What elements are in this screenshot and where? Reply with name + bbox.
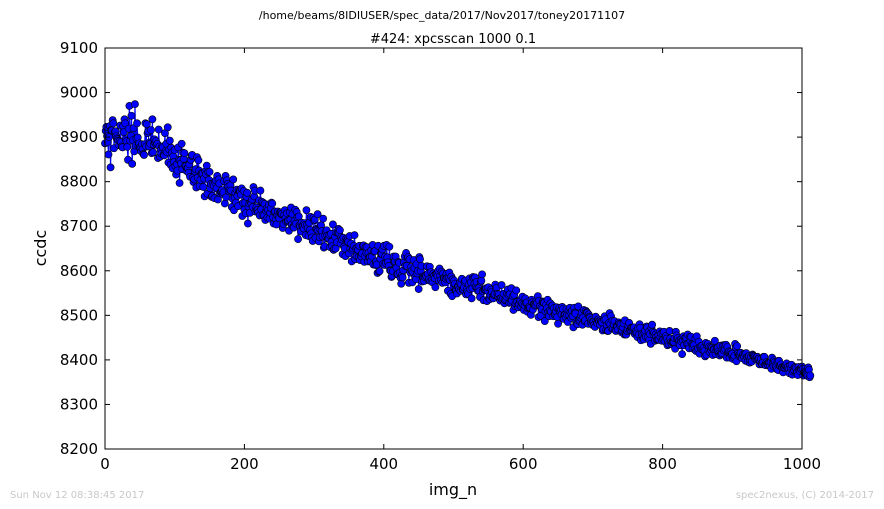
data-point: [678, 350, 687, 358]
data-point: [313, 210, 322, 219]
y-tick-label: 9000: [60, 84, 98, 102]
data-point: [512, 286, 521, 295]
data-point: [350, 231, 359, 240]
y-tick-label: 8400: [60, 351, 98, 369]
series-layer: [101, 100, 815, 382]
y-tick-label: 8600: [60, 262, 98, 280]
data-point: [497, 281, 506, 289]
data-point: [414, 285, 423, 293]
y-tick-label: 8200: [60, 440, 98, 458]
data-point: [177, 139, 186, 148]
data-point: [163, 123, 172, 132]
file-path-title: /home/beams/8IDIUSER/spec_data/2017/Nov2…: [259, 9, 625, 22]
data-point: [375, 267, 384, 276]
x-axis-label: img_n: [429, 480, 477, 500]
data-point: [154, 125, 163, 134]
data-point: [540, 317, 549, 326]
y-tick-label: 9100: [60, 39, 98, 57]
data-point: [106, 163, 115, 172]
data-point: [140, 151, 148, 159]
data-point: [121, 119, 130, 128]
chart-title: #424: xpcsscan 1000 0.1: [370, 32, 536, 47]
y-axis: 8200 8300 8400 8500 8600 8700 8800 8900 9000 9100: [60, 39, 802, 458]
data-point: [131, 100, 139, 109]
data-point: [147, 126, 155, 134]
data-point: [104, 150, 113, 159]
data-point: [733, 342, 742, 350]
series-line: [104, 104, 811, 379]
y-tick-label: 8500: [60, 306, 98, 324]
x-tick-label: 800: [648, 455, 677, 473]
data-point: [243, 188, 252, 197]
data-point: [431, 283, 440, 292]
y-tick-label: 8800: [60, 173, 98, 191]
data-point: [149, 148, 157, 157]
data-point: [109, 119, 118, 128]
data-point: [467, 294, 476, 303]
data-point: [806, 371, 815, 380]
data-point: [180, 149, 189, 158]
data-point: [199, 183, 208, 191]
footer-timestamp: Sun Nov 12 08:38:45 2017: [10, 490, 144, 501]
x-tick-label: 0: [100, 455, 110, 473]
data-point: [165, 136, 174, 145]
data-point: [710, 336, 719, 345]
x-tick-label: 1000: [783, 455, 821, 473]
data-point: [205, 167, 214, 176]
plot-frame: [104, 47, 803, 450]
data-point: [268, 199, 277, 208]
y-axis-label: ccdc: [31, 230, 50, 267]
y-tick-label: 8700: [60, 217, 98, 235]
data-point: [329, 220, 337, 229]
data-point: [243, 219, 252, 228]
data-point: [127, 111, 136, 120]
x-tick-label: 600: [509, 455, 538, 473]
data-point: [294, 235, 302, 244]
data-point: [194, 156, 203, 165]
data-point: [256, 186, 265, 195]
data-point: [319, 214, 328, 223]
x-axis: 0 200 400 600 800 1000: [100, 48, 821, 473]
data-point: [175, 179, 184, 187]
footer-credit: spec2nexus, (C) 2014-2017: [736, 490, 874, 501]
data-point: [302, 206, 311, 215]
data-point: [478, 270, 486, 279]
data-point: [385, 242, 394, 251]
data-point: [335, 226, 344, 235]
data-point: [133, 119, 141, 128]
data-point: [554, 319, 562, 328]
data-point: [648, 320, 657, 329]
data-point: [398, 273, 407, 282]
data-point: [148, 115, 157, 124]
data-point: [128, 159, 137, 168]
data-point: [574, 302, 583, 311]
x-tick-label: 400: [369, 455, 398, 473]
x-tick-label: 200: [230, 455, 259, 473]
y-tick-label: 8300: [60, 395, 98, 413]
y-tick-label: 8900: [60, 128, 98, 146]
data-point: [416, 255, 424, 264]
data-point: [229, 175, 238, 184]
